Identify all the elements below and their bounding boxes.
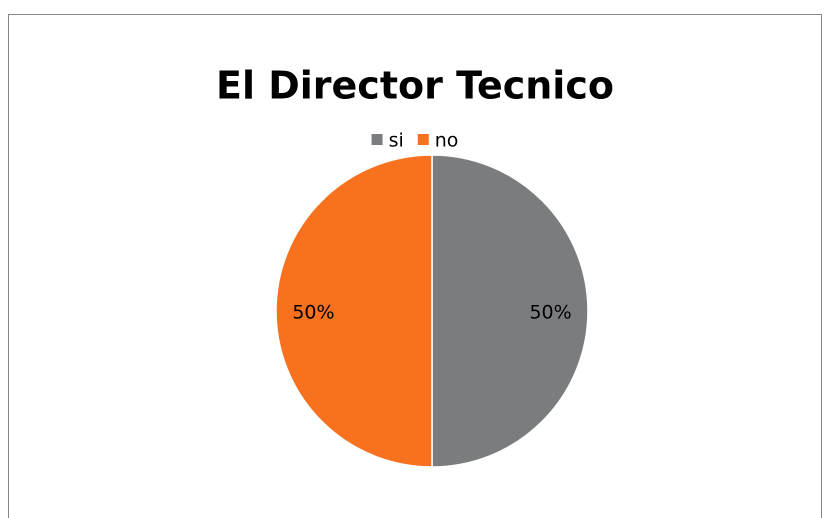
- data-label: 50%: [529, 302, 571, 324]
- legend-swatch: [371, 134, 383, 145]
- legend-label: si: [389, 130, 404, 152]
- legend-label: no: [435, 130, 459, 152]
- pie-slice: [275, 154, 433, 468]
- data-label: 50%: [292, 302, 334, 324]
- legend-swatch: [417, 134, 429, 145]
- chart-title: El Director Tecnico: [216, 64, 614, 108]
- pie-slice: [431, 154, 589, 468]
